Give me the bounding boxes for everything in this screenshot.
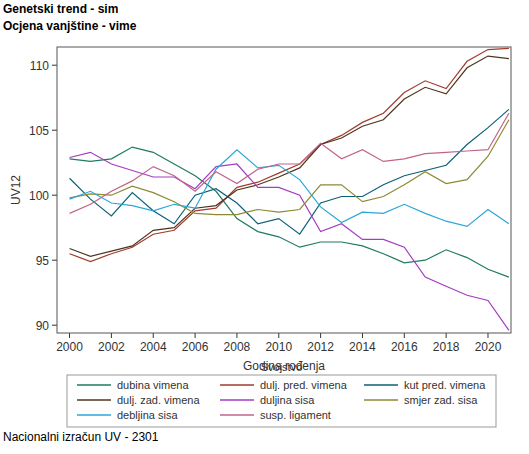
series-line [70,56,509,256]
y-tick [52,130,57,131]
y-tick-label: 105 [29,124,49,138]
legend-box [67,375,496,427]
legend-label: smjer zad. sisa [404,394,478,406]
legend-label: susp. ligament [260,409,331,421]
x-tick [111,333,112,338]
y-axis-label: UV12 [9,175,23,205]
y-tick [52,195,57,196]
title: Genetski trend - sim [3,2,118,16]
legend-label: dulj. pred. vimena [260,379,348,391]
series-line [70,120,509,215]
x-tick [446,333,447,338]
x-tick [404,333,405,338]
x-tick [362,333,363,338]
legend-swatch [364,384,398,386]
series-line [70,150,509,227]
legend-label: dubina vimena [117,379,189,391]
x-tick [153,333,154,338]
legend-swatch [77,384,111,386]
legend-label: kut pred. vimena [404,379,486,391]
x-tick [278,333,279,338]
chart: Genetski trend - sim Ocjena vanjštine - v… [0,0,529,454]
x-tick-label: 2020 [475,340,502,354]
legend-swatch [77,399,111,401]
legend-swatch [220,384,254,386]
legend-swatch [220,399,254,401]
legend-label: debljina sisa [117,409,178,421]
x-tick-label: 2008 [224,340,251,354]
x-tick-label: 2018 [433,340,460,354]
legend-label: dulj. zad. vimena [117,394,200,406]
x-tick [195,333,196,338]
y-tick [52,325,57,326]
y-tick-label: 100 [29,189,49,203]
y-tick [52,65,57,66]
x-tick-label: 2012 [307,340,334,354]
plot-frame [57,47,511,333]
legend-swatch [77,414,111,416]
x-axis-label: Godina rođenja [243,359,325,373]
series-line [70,48,509,261]
x-tick [320,333,321,338]
x-tick-label: 2006 [182,340,209,354]
y-tick-label: 95 [36,254,50,268]
x-tick-label: 2014 [349,340,376,354]
x-tick-label: 2010 [265,340,292,354]
y-tick-label: 110 [30,59,49,73]
legend-title: Svojstvo [261,361,303,373]
x-tick-label: 2002 [98,340,125,354]
x-tick [69,333,70,338]
x-tick-label: 2004 [140,340,167,354]
series-line [70,113,509,213]
x-tick [236,333,237,338]
x-tick-label: 2000 [56,340,83,354]
legend-label: duljina sisa [260,394,315,406]
footnote: Nacionalni izračun UV - 2301 [3,430,159,444]
y-tick-label: 90 [36,319,50,333]
plot-lines [70,48,509,330]
legend-swatch [220,414,254,416]
x-tick [487,333,488,338]
legend-swatch [364,399,398,401]
y-tick [52,260,57,261]
subtitle: Ocjena vanjštine - vime [3,19,137,33]
x-tick-label: 2016 [391,340,418,354]
